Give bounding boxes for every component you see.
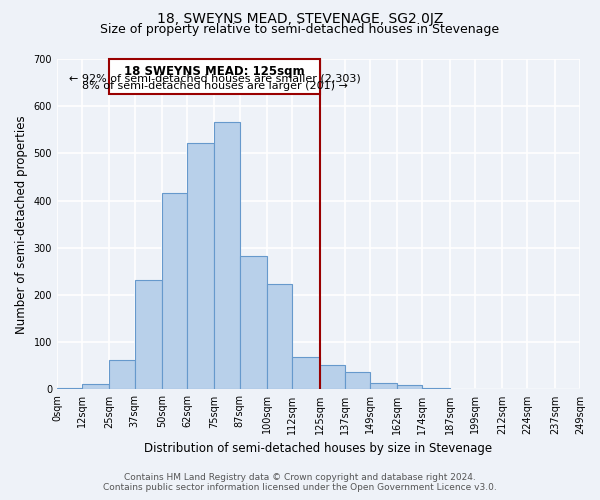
Bar [162, 192, 187, 390]
Text: 18, SWEYNS MEAD, STEVENAGE, SG2 0JZ: 18, SWEYNS MEAD, STEVENAGE, SG2 0JZ [157, 12, 443, 26]
Bar [320, 365, 345, 390]
Text: 18 SWEYNS MEAD: 125sqm: 18 SWEYNS MEAD: 125sqm [124, 64, 305, 78]
Bar [82, 384, 109, 390]
Text: Contains HM Land Registry data © Crown copyright and database right 2024.
Contai: Contains HM Land Registry data © Crown c… [103, 473, 497, 492]
Bar [422, 388, 450, 390]
Y-axis label: Number of semi-detached properties: Number of semi-detached properties [15, 115, 28, 334]
Bar [267, 284, 292, 390]
Bar [370, 383, 397, 390]
Bar [109, 360, 134, 390]
FancyBboxPatch shape [109, 59, 320, 94]
Bar [292, 357, 320, 390]
Bar [397, 385, 422, 390]
Text: Size of property relative to semi-detached houses in Stevenage: Size of property relative to semi-detach… [100, 22, 500, 36]
Text: ← 92% of semi-detached houses are smaller (2,303): ← 92% of semi-detached houses are smalle… [68, 73, 361, 83]
Bar [57, 388, 82, 390]
Bar [239, 256, 267, 390]
Bar [187, 142, 214, 390]
Bar [134, 280, 162, 390]
Text: 8% of semi-detached houses are larger (201) →: 8% of semi-detached houses are larger (2… [82, 81, 347, 91]
Bar [345, 372, 370, 390]
X-axis label: Distribution of semi-detached houses by size in Stevenage: Distribution of semi-detached houses by … [145, 442, 493, 455]
Bar [214, 122, 239, 390]
